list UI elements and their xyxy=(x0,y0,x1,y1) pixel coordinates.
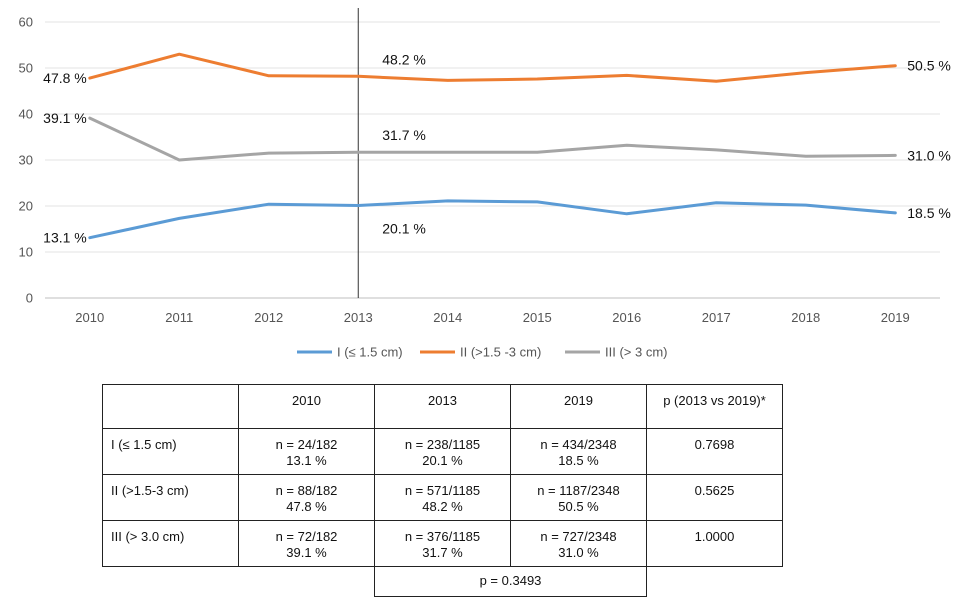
y-tick-label: 60 xyxy=(19,15,33,30)
table-header-row: 2010 2013 2019 p (2013 vs 2019)* xyxy=(102,384,783,429)
cell-pct: 47.8 % xyxy=(286,499,327,514)
x-tick-label: 2011 xyxy=(165,310,193,325)
cell-n: n = 72/182 xyxy=(275,529,338,544)
x-tick-label: 2017 xyxy=(702,310,731,325)
cell-n: n = 238/1185 xyxy=(404,437,481,452)
row-label: III (> 3.0 cm) xyxy=(102,520,239,567)
y-tick-label: 50 xyxy=(19,61,33,76)
data-label: 31.7 % xyxy=(382,127,426,143)
cell-pct: 50.5 % xyxy=(558,499,599,514)
p-value-cell: 0.5625 xyxy=(646,474,783,521)
cell-pct: 13.1 % xyxy=(286,453,327,468)
table-row: III (> 3.0 cm) n = 72/182 39.1 % n = 376/… xyxy=(102,520,783,567)
table-row: I (≤ 1.5 cm) n = 24/182 13.1 % n = 238/11… xyxy=(102,428,783,475)
legend-label: I (≤ 1.5 cm) xyxy=(337,345,403,360)
row-label: II (>1.5-3 cm) xyxy=(102,474,239,521)
cell-n: n = 88/182 xyxy=(275,483,338,498)
line-chart: 0 10 20 30 40 50 60 2010 2011 2012 2013 2014 2015 201… xyxy=(19,8,951,360)
cell-pct: 20.1 % xyxy=(422,453,463,468)
p-value-cell: 1.0000 xyxy=(646,520,783,567)
x-tick-label: 2016 xyxy=(612,310,641,325)
series-line xyxy=(88,52,897,83)
cell-n: n = 1187/2348 xyxy=(537,483,620,498)
table-cell: n = 571/1185 48.2 % xyxy=(374,474,511,521)
y-tick-label: 20 xyxy=(19,199,33,214)
x-tick-label: 2010 xyxy=(75,310,104,325)
cell-pct: 18.5 % xyxy=(558,453,599,468)
y-tick-label: 40 xyxy=(19,107,33,122)
cell-pct: 39.1 % xyxy=(286,545,327,560)
table-cell: n = 72/182 39.1 % xyxy=(238,520,375,567)
data-label: 39.1 % xyxy=(43,110,87,126)
stats-table: 2010 2013 2019 p (2013 vs 2019)* I (≤ 1.… xyxy=(102,384,783,597)
cell-pct: 48.2 % xyxy=(422,499,463,514)
data-label: 13.1 % xyxy=(43,230,87,246)
data-label: 48.2 % xyxy=(382,51,426,67)
cell-n: n = 727/2348 xyxy=(540,529,617,544)
table-header-cell: p (2013 vs 2019)* xyxy=(646,384,783,429)
table-header-cell: 2010 xyxy=(238,384,375,429)
empty-cell xyxy=(103,567,239,597)
table-cell: n = 434/2348 18.5 % xyxy=(510,428,647,475)
table-cell: n = 727/2348 31.0 % xyxy=(510,520,647,567)
table-cell: n = 24/182 13.1 % xyxy=(238,428,375,475)
cell-n: n = 571/1185 xyxy=(404,483,481,498)
data-label: 18.5 % xyxy=(907,205,951,221)
empty-cell xyxy=(647,567,783,597)
table-header-cell xyxy=(102,384,239,429)
cell-n: n = 376/1185 xyxy=(404,529,481,544)
p-overall-row: p = 0.3493 xyxy=(103,566,783,597)
table-cell: n = 238/1185 20.1 % xyxy=(374,428,511,475)
p-overall-cell: p = 0.3493 xyxy=(374,566,647,597)
table-cell: n = 1187/2348 50.5 % xyxy=(510,474,647,521)
x-tick-label: 2012 xyxy=(254,310,283,325)
data-label: 31.0 % xyxy=(907,147,951,163)
data-label: 20.1 % xyxy=(382,221,426,237)
p-value-cell: 0.7698 xyxy=(646,428,783,475)
x-tick-label: 2013 xyxy=(344,310,373,325)
table-cell: n = 88/182 47.8 % xyxy=(238,474,375,521)
data-label: 47.8 % xyxy=(43,70,87,86)
y-tick-label: 0 xyxy=(26,291,33,306)
table-header-cell: 2019 xyxy=(510,384,647,429)
cell-n: n = 24/182 xyxy=(275,437,338,452)
series-line xyxy=(88,116,897,162)
legend-label: II (>1.5 -3 cm) xyxy=(460,345,541,360)
x-tick-label: 2018 xyxy=(791,310,820,325)
x-tick-label: 2019 xyxy=(881,310,910,325)
x-tick-label: 2015 xyxy=(523,310,552,325)
y-tick-label: 10 xyxy=(19,245,33,260)
legend-label: III (> 3 cm) xyxy=(605,345,667,360)
cell-pct: 31.7 % xyxy=(422,545,463,560)
table-header-cell: 2013 xyxy=(374,384,511,429)
table-row: II (>1.5-3 cm) n = 88/182 47.8 % n = 571/… xyxy=(102,474,783,521)
y-tick-label: 30 xyxy=(19,153,33,168)
data-label: 50.5 % xyxy=(907,58,951,74)
cell-pct: 31.0 % xyxy=(558,545,599,560)
series-line xyxy=(88,199,897,240)
cell-n: n = 434/2348 xyxy=(540,437,617,452)
empty-cell xyxy=(239,567,375,597)
row-label: I (≤ 1.5 cm) xyxy=(102,428,239,475)
x-tick-label: 2014 xyxy=(433,310,462,325)
table-cell: n = 376/1185 31.7 % xyxy=(374,520,511,567)
